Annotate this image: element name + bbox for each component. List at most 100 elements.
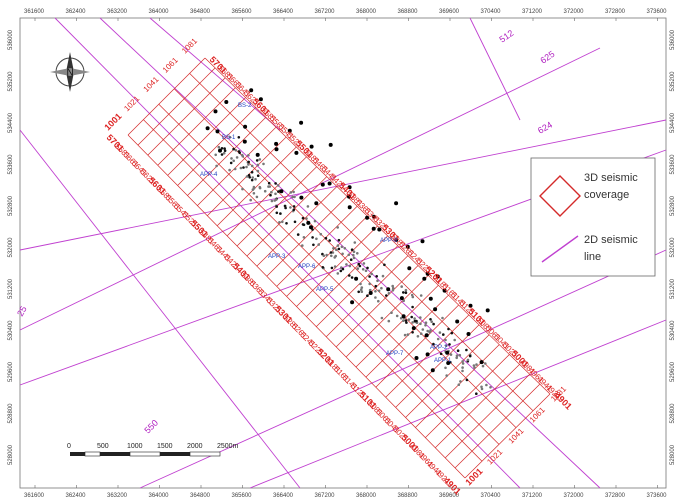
inline: [256, 186, 338, 267]
well-point: [301, 216, 305, 220]
well-point: [419, 294, 423, 297]
well-point: [281, 220, 284, 224]
well-point: [249, 198, 252, 202]
y-tick-right: 536000: [670, 29, 676, 50]
well-point: [275, 205, 279, 208]
inline: [355, 285, 439, 368]
north-arrow-icon: N: [50, 52, 90, 92]
well-point: [336, 244, 340, 247]
well-point: [444, 338, 447, 342]
inline: [306, 235, 388, 317]
well-point: [374, 284, 378, 288]
well-point: [291, 195, 294, 199]
x-tick-top: 372800: [605, 9, 626, 15]
well-point: [430, 320, 434, 324]
well-point: [215, 164, 218, 168]
x-tick-bottom: 372000: [564, 493, 585, 499]
north-label: N: [67, 68, 74, 79]
x-tick-top: 373600: [647, 9, 668, 15]
well-point: [453, 338, 457, 342]
well-point: [274, 192, 277, 196]
well-point: [267, 181, 271, 185]
well-point: [468, 354, 472, 358]
well-point: [405, 244, 410, 249]
x-tick-top: 366400: [273, 9, 294, 15]
well-point: [432, 342, 435, 346]
well-point: [404, 288, 408, 292]
well-point: [332, 247, 335, 250]
coverage-swatch: [539, 175, 581, 217]
well-point: [371, 214, 376, 219]
well-point: [256, 174, 260, 177]
x-tick-bottom: 362400: [66, 493, 87, 499]
well-point: [305, 217, 308, 220]
x-tick-bottom: 361600: [24, 493, 45, 499]
well-label: APP-8: [380, 238, 398, 244]
well-point: [444, 366, 447, 370]
well-point: [455, 354, 459, 358]
well-point: [287, 128, 292, 133]
well-point: [314, 201, 319, 206]
well-point: [436, 337, 440, 341]
well-point: [419, 316, 422, 319]
well-point: [333, 256, 337, 259]
well-point: [243, 124, 248, 129]
well-point: [331, 251, 335, 254]
2d-line-swatch: [541, 235, 579, 263]
well-point: [258, 185, 262, 189]
legend-2d-line1: 2D seismic: [584, 234, 638, 246]
well-point: [274, 141, 279, 146]
well-point: [391, 286, 395, 290]
well-point: [327, 181, 332, 186]
well-point: [387, 319, 391, 323]
y-tick-left: 532800: [8, 195, 14, 216]
well-point: [302, 236, 306, 239]
well-point: [317, 243, 321, 246]
well-point: [361, 268, 365, 271]
well-point: [222, 151, 226, 155]
well-point: [230, 157, 233, 160]
well-point: [241, 187, 244, 191]
well-point: [349, 258, 353, 262]
well-point: [394, 238, 399, 242]
well-point: [350, 300, 355, 305]
well-point: [411, 326, 416, 331]
well-point: [458, 353, 462, 357]
well-point: [425, 271, 430, 276]
well-point: [296, 233, 300, 236]
well-point: [411, 295, 415, 299]
well-point: [391, 284, 395, 288]
well-point: [262, 162, 265, 166]
well-point: [426, 329, 430, 333]
well-label: BS-1: [222, 135, 236, 141]
well-point: [366, 266, 369, 270]
well-point: [309, 225, 313, 230]
well-point: [441, 316, 444, 320]
inline: [435, 364, 520, 448]
inline: [266, 196, 348, 277]
well-point: [362, 262, 366, 265]
well-point: [250, 164, 254, 168]
well-point: [475, 392, 478, 396]
y-tick-right: 534400: [670, 112, 676, 133]
well-point: [292, 190, 295, 194]
well-point: [350, 276, 354, 279]
well-point: [352, 256, 356, 260]
2d-seismic-line: [139, 249, 667, 489]
well-point: [284, 206, 287, 210]
well-point: [320, 182, 325, 187]
well-point: [325, 253, 329, 257]
well-point: [421, 328, 425, 331]
scale-tick-label: 2500m: [217, 443, 239, 450]
well-point: [369, 288, 372, 292]
well-label: APP-1: [434, 358, 452, 364]
x-axis-ticks: 361600 361600 362400 362400 363200 363200 3640…: [24, 9, 667, 499]
well-point: [424, 324, 427, 327]
well-point: [276, 184, 280, 187]
well-point: [380, 316, 384, 320]
well-point: [255, 159, 259, 162]
well-point: [413, 317, 416, 320]
y-tick-right: 532800: [670, 195, 676, 216]
